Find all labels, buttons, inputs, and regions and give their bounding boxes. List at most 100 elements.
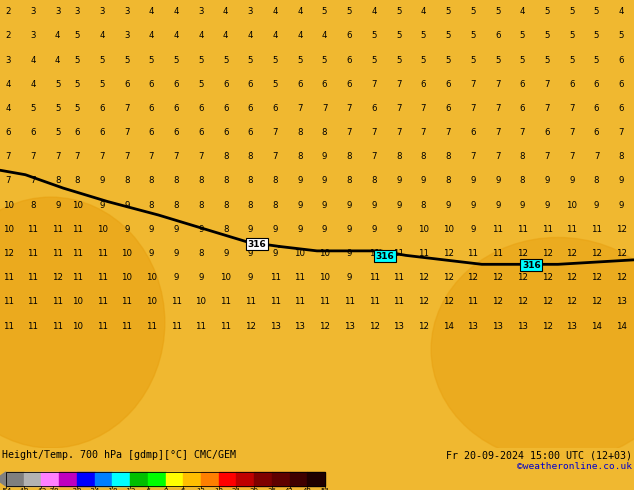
Text: 6: 6 [347,55,352,65]
Text: 6: 6 [495,31,500,40]
Text: 3: 3 [30,31,36,40]
Text: 8: 8 [446,152,451,161]
Text: 4: 4 [322,31,327,40]
Text: 6: 6 [198,104,204,113]
Text: 9: 9 [100,176,105,186]
Bar [290,472,307,486]
Text: 5: 5 [470,7,476,16]
Text: 7: 7 [100,152,105,161]
Text: 9: 9 [545,201,550,210]
Ellipse shape [431,238,634,462]
Text: 5: 5 [198,80,204,89]
Text: 9: 9 [124,201,129,210]
Text: 18: 18 [214,488,223,490]
Text: 10: 10 [418,225,429,234]
Text: 7: 7 [174,152,179,161]
Text: 5: 5 [55,128,60,137]
Text: 6: 6 [223,104,228,113]
Text: 8: 8 [594,176,599,186]
Text: 12: 12 [541,297,553,306]
Text: 12: 12 [541,249,553,258]
Text: 6: 6 [446,80,451,89]
Text: 4: 4 [149,7,154,16]
Text: 5: 5 [248,55,253,65]
Text: 5: 5 [470,31,476,40]
Bar [254,472,272,486]
Text: 4: 4 [6,104,11,113]
Text: 11: 11 [393,273,404,282]
Text: 11: 11 [121,297,133,306]
Text: 8: 8 [223,152,228,161]
Text: 9: 9 [495,176,500,186]
Text: 5: 5 [520,55,525,65]
Text: 4: 4 [149,31,154,40]
Text: 5: 5 [149,55,154,65]
Text: 9: 9 [248,273,253,282]
Text: 12: 12 [566,273,578,282]
Text: 5: 5 [545,31,550,40]
Text: 7: 7 [619,128,624,137]
Text: 9: 9 [322,152,327,161]
Text: 6: 6 [149,104,154,113]
Text: 4: 4 [100,31,105,40]
Text: 3: 3 [55,7,60,16]
Text: 13: 13 [269,321,281,331]
Text: 11: 11 [492,225,503,234]
Text: 13: 13 [393,321,404,331]
Text: 7: 7 [6,176,11,186]
Text: 4: 4 [174,31,179,40]
Text: 9: 9 [470,176,476,186]
Text: 4: 4 [297,31,302,40]
Text: 12: 12 [443,297,454,306]
Text: 12: 12 [566,249,578,258]
Text: 5: 5 [322,7,327,16]
Bar [165,472,183,486]
Text: 6: 6 [248,128,253,137]
Text: 9: 9 [297,201,302,210]
Text: 4: 4 [273,7,278,16]
Text: 8: 8 [223,225,228,234]
Text: 7: 7 [372,152,377,161]
Text: 11: 11 [27,225,39,234]
Text: -12: -12 [124,488,136,490]
Text: 12: 12 [517,273,528,282]
Text: 7: 7 [124,128,129,137]
Text: 12: 12 [616,225,627,234]
Bar [183,472,201,486]
Text: 9: 9 [545,176,550,186]
Text: 3: 3 [75,7,80,16]
Text: 3: 3 [124,7,129,16]
Text: 5: 5 [495,55,500,65]
Text: 8: 8 [396,152,401,161]
Text: 5: 5 [421,31,426,40]
Text: 11: 11 [517,225,528,234]
Text: 6: 6 [322,80,327,89]
Text: 11: 11 [3,273,14,282]
Text: 5: 5 [198,55,204,65]
Text: 8: 8 [297,152,302,161]
Text: 9: 9 [248,225,253,234]
Text: 9: 9 [174,273,179,282]
Text: 5: 5 [273,80,278,89]
Text: 8: 8 [174,176,179,186]
Text: 9: 9 [149,225,154,234]
Text: 6: 6 [347,80,352,89]
Text: 11: 11 [171,321,182,331]
Polygon shape [0,472,6,486]
Text: 10: 10 [319,249,330,258]
Text: 5: 5 [421,55,426,65]
Text: 42: 42 [285,488,294,490]
Text: 11: 11 [96,321,108,331]
Text: 5: 5 [347,7,352,16]
Text: -6: -6 [145,488,152,490]
Text: 7: 7 [545,152,550,161]
Text: 14: 14 [616,321,627,331]
Text: 5: 5 [594,7,599,16]
Bar [94,472,112,486]
Text: 9: 9 [347,225,352,234]
Text: 8: 8 [149,201,154,210]
Text: 6: 6 [520,104,525,113]
Text: 7: 7 [446,128,451,137]
Text: 10: 10 [72,297,83,306]
Text: 6: 6 [248,80,253,89]
